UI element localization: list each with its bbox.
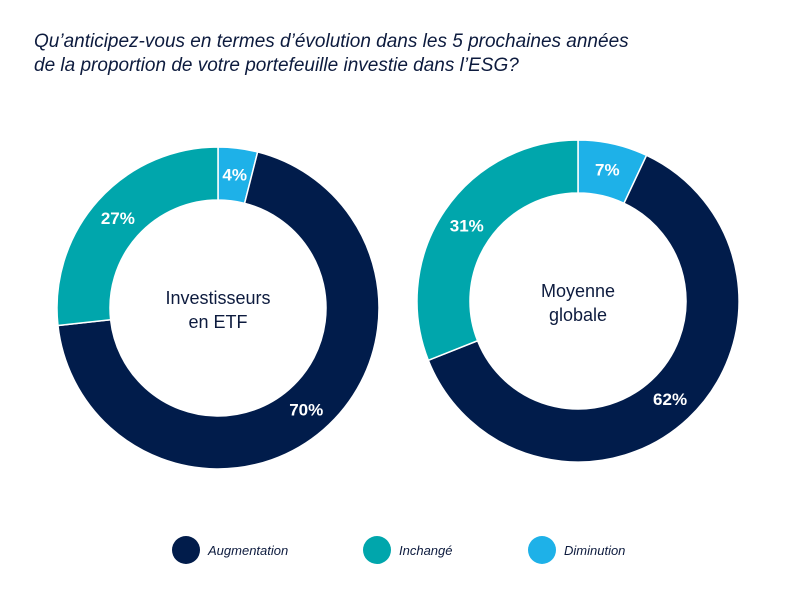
data-label: 70%: [289, 401, 323, 420]
center-label: Investisseurs: [165, 288, 270, 308]
data-label: 62%: [653, 390, 687, 409]
center-label: globale: [549, 305, 607, 325]
legend-swatch: [363, 536, 391, 564]
legend-swatch: [528, 536, 556, 564]
legend-item-augmentation: Augmentation: [172, 536, 288, 564]
center-label: Moyenne: [541, 281, 615, 301]
title-line-1: Qu’anticipez-vous en termes d’évolution …: [34, 31, 629, 52]
legend-label: Inchangé: [399, 542, 453, 558]
donut-slice-augmentation: [427, 154, 740, 463]
legend-item-diminution: Diminution: [528, 536, 625, 564]
data-label: 31%: [450, 216, 484, 235]
donut-slice-inchangé: [416, 139, 579, 362]
donut-slice-augmentation: [57, 151, 380, 470]
title-line-2: de la proportion de votre portefeuille i…: [34, 55, 519, 76]
data-label: 4%: [222, 166, 247, 185]
donut-slice-inchangé: [56, 146, 219, 327]
center-label: en ETF: [188, 312, 247, 332]
data-label: 27%: [101, 209, 135, 228]
legend-label: Augmentation: [208, 542, 289, 558]
legend-label: Diminution: [564, 542, 626, 558]
legend-swatch: [172, 536, 200, 564]
chart-title: Qu’anticipez-vous en termes d’évolution …: [34, 30, 754, 78]
legend-item-inchange: Inchangé: [363, 536, 453, 564]
data-label: 7%: [595, 161, 620, 180]
